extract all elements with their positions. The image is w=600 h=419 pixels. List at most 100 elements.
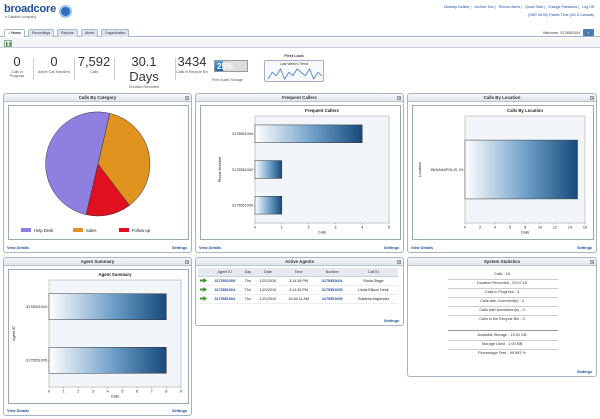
view-details-link[interactable]: View Details [7, 409, 30, 413]
free-storage-bar: 25% [214, 60, 248, 72]
agent-id-link[interactable]: 3175551004 [208, 285, 242, 295]
panel-resize-icon[interactable]: ⇲ [397, 95, 401, 100]
divider [448, 349, 558, 350]
x-tick-label: 4 [494, 226, 496, 230]
x-tick-label: 10 [538, 226, 542, 230]
settings-link[interactable]: Settings [172, 409, 187, 413]
column-header[interactable]: Date [254, 268, 282, 277]
panel-resize-icon[interactable]: ⇲ [397, 259, 401, 264]
x-axis-label: Calls [521, 231, 530, 235]
y-tick-label: 3175551002 [232, 168, 253, 172]
cell-time: 3:14:35 PM [281, 285, 316, 295]
top-links: Desktop Notifier | Archive Tool | Recent… [443, 5, 594, 17]
y-tick-label: 3175551004 [26, 305, 47, 309]
legend-swatch [73, 228, 83, 232]
divider [175, 58, 176, 80]
first-look: First Look Last Week's Trend [262, 53, 326, 86]
divider [74, 58, 75, 80]
x-tick-label: 16 [583, 226, 587, 230]
view-details-link[interactable]: View Details [199, 246, 222, 250]
chart-frame: Frequent Callers 0 1 2 3 4 5 Calls Phone Number 3… [200, 105, 401, 240]
twitter-icon[interactable]: t [583, 29, 594, 36]
tab-alerts[interactable]: Alerts [81, 29, 99, 37]
tab-alerts-label: Alerts [85, 31, 95, 35]
settings-link[interactable]: Settings [384, 319, 399, 323]
storage-percent: 25% [217, 62, 234, 71]
link-log-off[interactable]: Log Off [582, 5, 594, 9]
tab-organization[interactable]: Organization [101, 29, 130, 37]
x-tick-label: 4 [361, 226, 363, 230]
cell-date: 1/21/2010 [254, 294, 282, 304]
x-tick-label: 3 [92, 390, 94, 394]
tab-reports[interactable]: Reports [57, 29, 78, 37]
listen-icon[interactable] [198, 285, 208, 295]
settings-link[interactable]: Settings [577, 370, 592, 374]
y-axis-label: Agent ID [12, 326, 16, 341]
agent-id-link[interactable]: 3175551004 [208, 294, 242, 304]
link-change-password[interactable]: Change Password [547, 5, 578, 9]
number-link[interactable]: 3175551004 [315, 276, 349, 286]
top-bar: broadcore a Calabrio company Desktop Not… [0, 0, 600, 30]
link-quick-start[interactable]: Quick Start [525, 5, 544, 9]
toolstrip: ❚❚ [0, 38, 600, 48]
link-desktop-notifier[interactable]: Desktop Notifier [443, 5, 470, 9]
settings-link[interactable]: Settings [384, 246, 399, 250]
bar [48, 347, 167, 374]
column-header[interactable]: Agent ID [208, 268, 242, 277]
pie-slice [45, 111, 111, 215]
settings-link[interactable]: Settings [577, 246, 592, 250]
tab-organization-label: Organization [105, 31, 126, 35]
column-header[interactable]: Day [241, 268, 255, 277]
active-agents-table: Agent ID Day Date Time Number Call ID 31… [198, 268, 398, 304]
panel-resize-icon[interactable]: ⇲ [590, 259, 594, 264]
column-header[interactable]: Call ID [348, 268, 398, 277]
table-row: 3175551004 Thu 1/21/2010 10:46:14 AM 317… [198, 294, 398, 304]
panel-resize-icon[interactable]: ⇲ [185, 259, 189, 264]
stat-label: Calls in Recycle Bin [176, 70, 208, 74]
tab-recordings[interactable]: Recordings [28, 29, 55, 37]
cell-day: Thu [241, 294, 255, 304]
agent-id-link[interactable]: 3175551005 [208, 276, 242, 286]
number-link[interactable]: 3175551005 [315, 285, 349, 295]
stat-value: 3434 [177, 54, 207, 69]
x-tick-label: 0 [254, 226, 256, 230]
listen-icon[interactable] [198, 276, 208, 286]
chart-frame: Help Desk Sales Follow-up [8, 105, 189, 240]
brand-name: broadcore [4, 3, 56, 15]
brand-tagline: a Calabrio company [5, 15, 37, 19]
link-recent-alerts[interactable]: Recent Alerts [498, 5, 521, 9]
listen-icon[interactable] [198, 294, 208, 304]
number-link[interactable]: 3175551005 [315, 294, 349, 304]
column-header[interactable]: Number [315, 268, 349, 277]
panel-frequent-callers: Frequent Callers ⇲ Frequent Callers 0 1 2 3 4… [195, 93, 404, 253]
pause-button[interactable]: ❚❚ [4, 39, 12, 47]
panel-system-statistics: System Statistics ⇲ Calls - 16 Duration … [407, 257, 597, 377]
panel-resize-icon[interactable]: ⇲ [590, 95, 594, 100]
trend-box[interactable]: Last Week's Trend [264, 60, 324, 82]
x-tick-label: 1 [281, 226, 283, 230]
x-tick-label: 0 [48, 390, 50, 394]
panel-resize-icon[interactable]: ⇲ [185, 95, 189, 100]
divider [448, 297, 558, 298]
tab-home[interactable]: ⌂ Home [4, 29, 26, 37]
link-archive-tool[interactable]: Archive Tool [474, 5, 494, 9]
stat-value: 30.1 Days [129, 54, 159, 84]
home-icon: ⌂ [8, 31, 11, 35]
x-tick-label: 4 [107, 390, 109, 394]
stat-label: Calls in Progress [9, 70, 25, 78]
x-tick-label: 5 [388, 226, 390, 230]
view-details-link[interactable]: View Details [411, 246, 434, 250]
column-header[interactable]: Time [281, 268, 316, 277]
x-axis-label: Calls [111, 395, 120, 399]
bar [254, 196, 283, 215]
timezone-link[interactable]: (GMT-08:00) Pacific Time (US & Canada) [527, 13, 594, 17]
view-details-link[interactable]: View Details [7, 246, 30, 250]
y-axis-label: Location [418, 162, 422, 176]
settings-link[interactable]: Settings [172, 246, 187, 250]
trend-sparkline [267, 68, 323, 80]
tab-recordings-label: Recordings [32, 31, 51, 35]
stat-line: Calls in the Recycle Bin - 0 [479, 317, 525, 321]
x-tick-label: 6 [509, 226, 511, 230]
cell-day: Thu [241, 276, 255, 286]
divider [448, 340, 558, 341]
